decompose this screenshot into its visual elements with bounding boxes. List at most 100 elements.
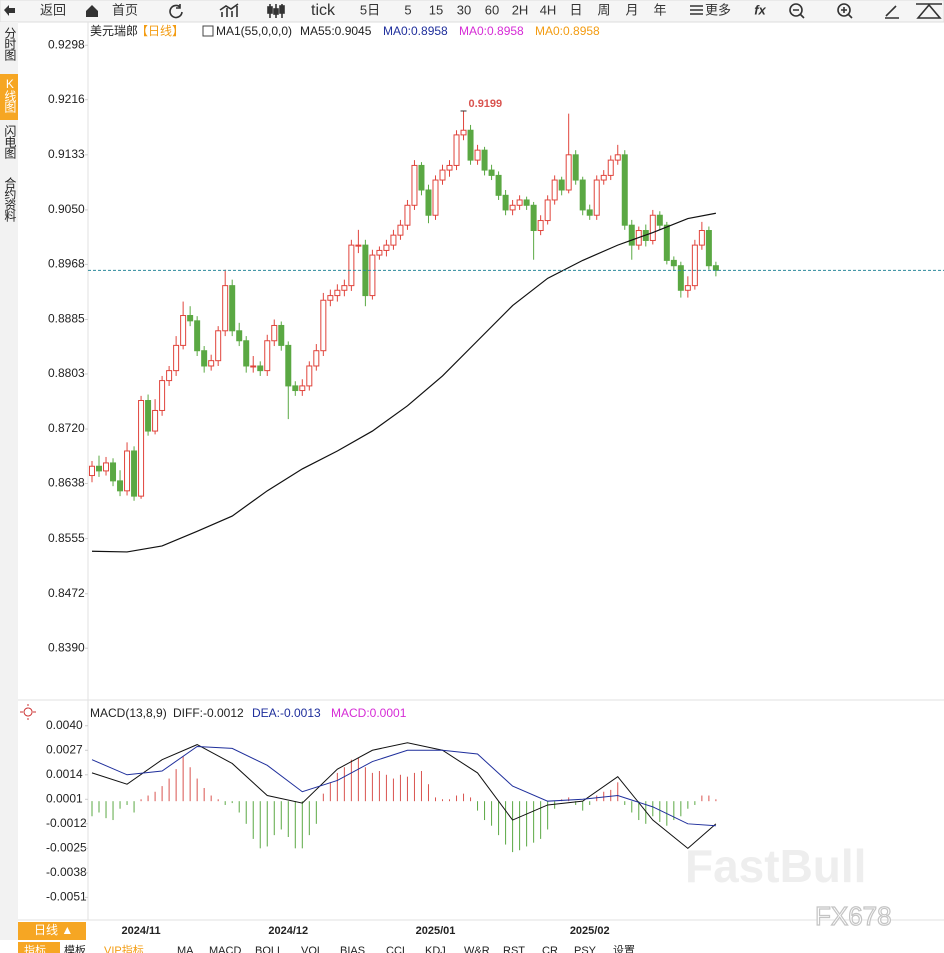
candle-body [348,244,355,287]
candle-body [656,214,663,226]
toolbar-button[interactable]: 60 [485,2,499,17]
candle-body [649,214,656,241]
indicator: MA1(55,0,0,0) [216,24,292,38]
candle-body [509,204,516,211]
toolbar-button[interactable]: 年 [653,2,666,17]
checkbox-icon[interactable] [202,25,214,37]
indicator-tab[interactable]: KDJ [425,945,446,953]
indicator-tab[interactable]: MACD [209,945,241,953]
candle-body [145,400,152,432]
candle-body [698,230,705,246]
candle-body [299,385,306,392]
candle-body [159,380,166,411]
candle-body [481,149,488,171]
candle-body [579,179,586,211]
candle-body [376,249,383,256]
y-tick-label: 0.9133 [48,147,85,161]
toolbar-button[interactable]: fx [754,2,766,17]
candle-body [705,230,712,267]
x-tick-label: 2024/12 [268,925,308,937]
period-button[interactable]: 日线 ▲ [34,923,73,937]
candle-body [418,164,425,191]
toolbar-button[interactable]: 日 [569,2,582,17]
candle-body [397,224,404,236]
toolbar-button[interactable]: 周 [597,2,610,17]
toolbar-button[interactable]: 5日 [360,2,380,17]
candle-body [257,365,264,372]
sidebar-tab[interactable]: 分时图 [3,27,17,61]
candle-body [306,365,313,387]
y-tick-label: 0.8803 [48,366,85,380]
candle-body [341,285,348,291]
settings-icon[interactable] [20,704,36,720]
toolbar-button[interactable]: 15 [429,2,443,17]
candle-body [215,330,222,362]
x-tick-label: 2025/01 [416,925,456,937]
indicator-tab[interactable]: 模板 [64,943,86,953]
candle-body [187,315,194,322]
y-tick-label: 0.0001 [46,791,83,805]
indicator-tab[interactable]: 指标 [24,943,46,953]
toolbar-button[interactable]: 更多 [705,2,731,17]
candle-body [425,189,432,216]
indicator-tab[interactable]: 设置 [613,944,635,953]
indicator-tab[interactable]: CCI [386,945,405,953]
candle-body [663,224,670,261]
candle-body [173,344,180,372]
sidebar-tab[interactable]: 合约资料 [3,176,17,222]
candle-body [551,179,558,201]
indicator-tab[interactable]: VOL [301,945,323,953]
y-tick-label: 0.8885 [48,312,85,326]
indicator-tab[interactable]: BIAS [340,945,365,953]
candle-body [166,370,173,382]
candle-body [677,265,684,291]
y-tick-label: 0.0040 [46,718,83,732]
toolbar-button[interactable]: 5 [404,2,411,17]
candle-body [684,285,691,291]
indicator-tab[interactable]: VIP指标 [104,943,144,953]
candle-body [558,179,565,191]
candle-body [138,400,145,497]
candle-body [285,344,292,387]
candle-body [369,254,376,297]
candle-body [600,174,607,181]
indicator-tab[interactable]: RST [503,945,525,953]
candle-body [334,289,341,297]
candle-body [453,134,460,166]
indicator-tab[interactable]: CR [542,945,558,953]
candle-body [131,450,138,497]
toolbar-button[interactable]: 2H [512,2,529,17]
sidebar-tab[interactable]: K线图 [3,77,17,113]
macd-legend: DEA:-0.0013 [252,706,321,720]
sidebar-tab-bg [0,74,18,120]
candle-body [201,350,208,367]
watermark: FastBull [685,840,866,892]
toolbar-button[interactable]: 首页 [112,2,138,17]
toolbar-button[interactable]: 30 [457,2,471,17]
candle-body [523,199,530,206]
candle-body [390,234,397,246]
indicator-tab[interactable]: PSY [574,945,597,953]
candle-body [89,465,95,477]
candle-body [278,324,285,346]
candle-body [628,224,635,246]
y-tick-label: -0.0051 [46,890,87,904]
toolbar-button[interactable]: 返回 [40,2,66,17]
candle-body [264,340,271,372]
toolbar-button[interactable]: tick [311,2,336,19]
toolbar-icons[interactable] [4,3,942,19]
candle-body [236,330,243,342]
candle-body [152,409,159,432]
candle-body [502,194,509,211]
candle-body [586,209,593,216]
macd-line [91,745,716,827]
indicator-tab[interactable]: W&R [464,945,490,953]
sidebar-tab[interactable]: 闪电图 [3,125,17,159]
toolbar-button[interactable]: 4H [540,2,557,17]
indicator-tab[interactable]: BOLL [255,945,283,953]
indicator-tab[interactable]: MA [177,945,194,953]
candle-body [537,220,544,232]
toolbar-button[interactable]: 月 [625,2,638,17]
candle-body [103,462,110,472]
